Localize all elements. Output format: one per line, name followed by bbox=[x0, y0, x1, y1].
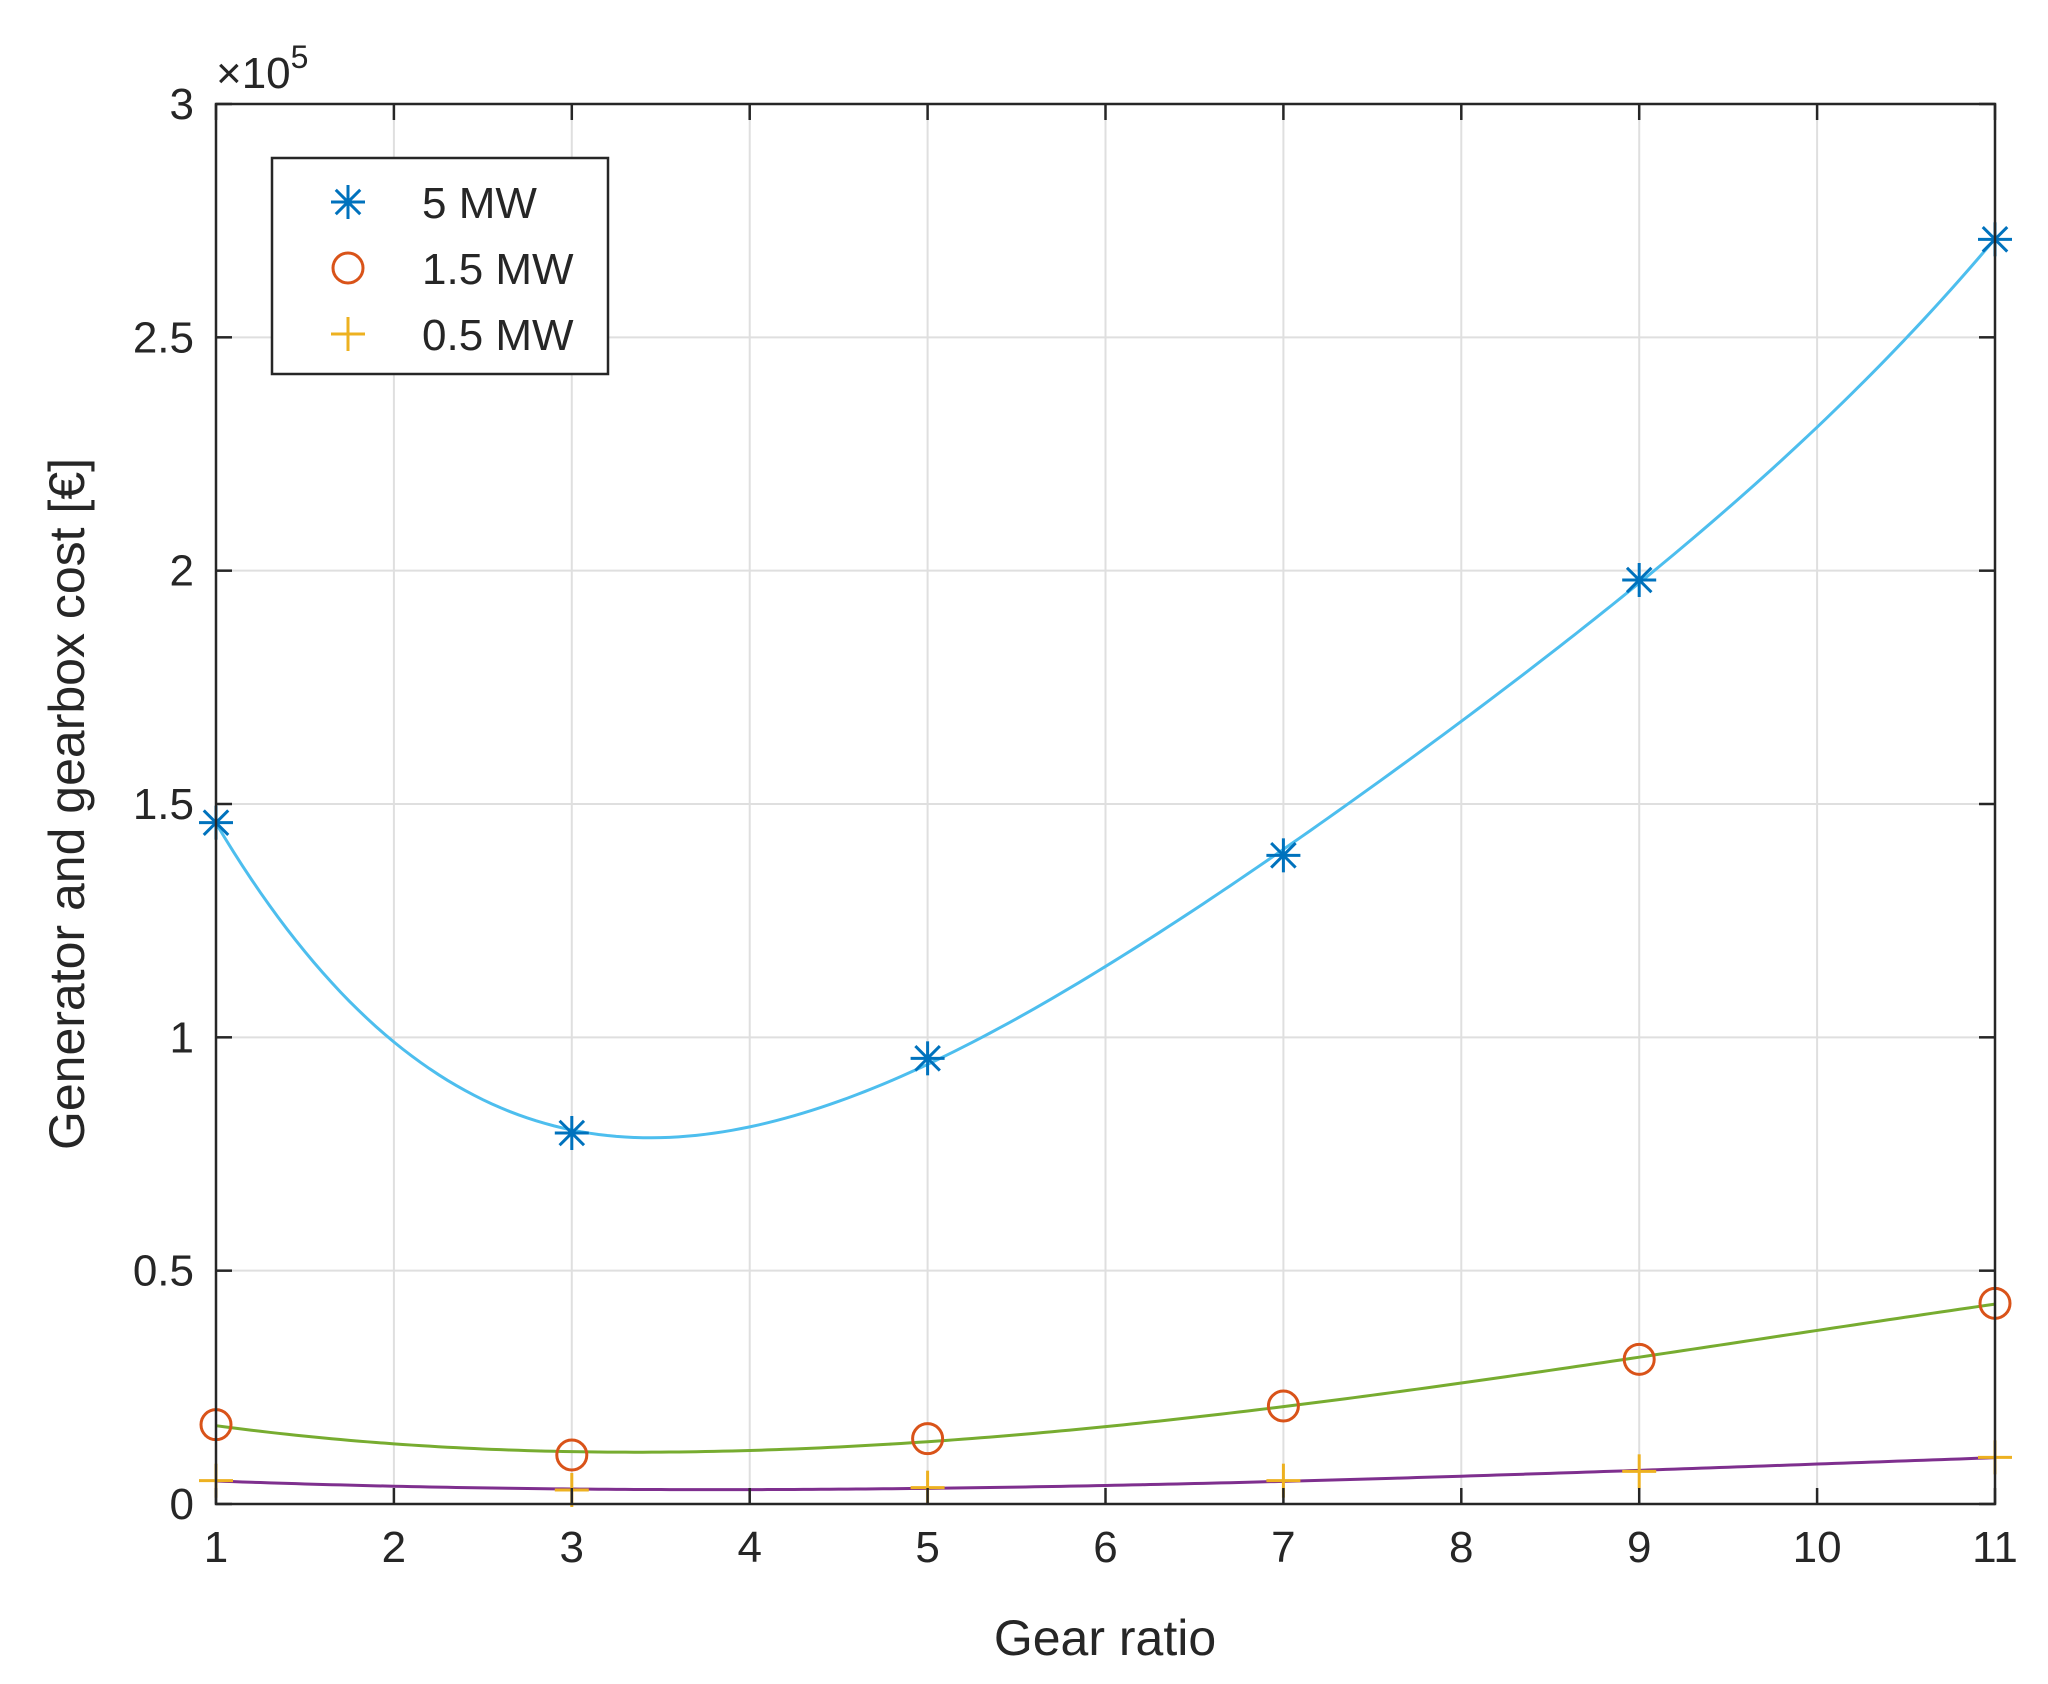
y-tick-label: 2 bbox=[170, 547, 194, 596]
y-tick-label: 2.5 bbox=[133, 313, 194, 362]
data-point-2-4 bbox=[1622, 1454, 1657, 1489]
data-point-0-1 bbox=[554, 1116, 589, 1150]
x-tick-label: 10 bbox=[1793, 1523, 1842, 1572]
legend-label: 5 MW bbox=[422, 179, 537, 228]
legend-label: 1.5 MW bbox=[422, 245, 574, 294]
x-tick-label: 5 bbox=[915, 1523, 939, 1572]
y-exponent-prefix: ×10 bbox=[216, 49, 291, 98]
x-tick-label: 3 bbox=[560, 1523, 584, 1572]
y-tick-label: 0 bbox=[170, 1480, 194, 1529]
legend-entry: 1.5 MW bbox=[331, 245, 574, 294]
x-tick-label: 8 bbox=[1449, 1523, 1473, 1572]
legend-marker bbox=[331, 185, 365, 219]
axis-ticks: 1 2 3 4 5 6 7 8 9 10 11 0 0.5 1 1.5 2 2.5 3 bbox=[133, 80, 2018, 1572]
x-tick-label: 6 bbox=[1093, 1523, 1117, 1572]
data-point-1-3 bbox=[1266, 1389, 1300, 1423]
legend-box bbox=[270, 156, 610, 376]
y-exponent-label: ×105 bbox=[216, 39, 308, 98]
x-tick-label: 9 bbox=[1627, 1523, 1651, 1572]
y-axis-label: Generator and gearbox cost [€] bbox=[39, 458, 95, 1150]
x-tick-label: 4 bbox=[737, 1523, 761, 1572]
data-point-0-2 bbox=[910, 1041, 945, 1076]
data-point-1-1 bbox=[555, 1438, 589, 1472]
legend-label: 0.5 MW bbox=[422, 311, 574, 360]
y-tick-label: 0.5 bbox=[133, 1247, 194, 1296]
legend-entry: 5 MW bbox=[331, 179, 537, 228]
fit-curve-0 bbox=[214, 237, 1997, 1140]
data-point-0-4 bbox=[1622, 563, 1657, 597]
y-tick-label: 3 bbox=[170, 80, 194, 129]
legend-entry: 0.5 MW bbox=[331, 311, 574, 360]
legend-marker bbox=[331, 251, 365, 285]
legend-marker bbox=[331, 317, 365, 351]
y-exponent-power: 5 bbox=[291, 39, 309, 75]
fit-curve-1 bbox=[215, 1302, 1996, 1454]
data-point-1-4 bbox=[1622, 1342, 1656, 1376]
legend: 5 MW 1.5 MW 0.5 MW bbox=[270, 156, 610, 376]
x-tick-label: 7 bbox=[1271, 1523, 1295, 1572]
y-tick-label: 1 bbox=[170, 1013, 194, 1062]
x-tick-label: 1 bbox=[204, 1523, 228, 1572]
x-axis-label: Gear ratio bbox=[994, 1610, 1216, 1666]
x-tick-label: 2 bbox=[382, 1523, 406, 1572]
y-tick-label: 1.5 bbox=[133, 780, 194, 829]
data-point-0-3 bbox=[1266, 838, 1301, 873]
data-point-1-2 bbox=[911, 1422, 945, 1456]
fit-curve-2 bbox=[215, 1456, 1996, 1492]
x-tick-label: 11 bbox=[1972, 1523, 2018, 1572]
fit-curves bbox=[214, 237, 1997, 1492]
